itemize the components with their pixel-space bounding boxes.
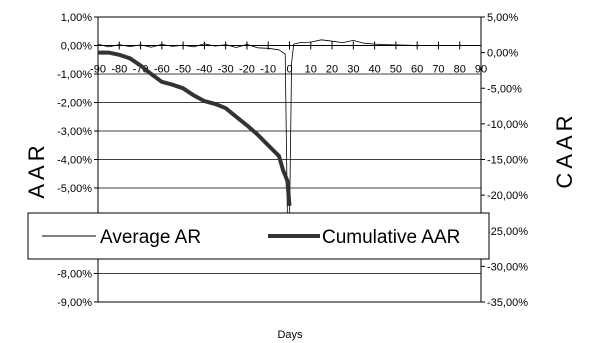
legend: Average AR Cumulative AAR bbox=[27, 212, 490, 260]
x-tick-label: -40 bbox=[196, 64, 212, 76]
left-tick-label: -4,00% bbox=[57, 155, 92, 167]
series-line-average-ar bbox=[97, 39, 418, 223]
left-tick-label: -9,00% bbox=[57, 297, 92, 309]
x-tick-label: 80 bbox=[454, 64, 466, 76]
right-tick-label: -5,00% bbox=[487, 83, 522, 95]
x-tick-label: 40 bbox=[368, 64, 380, 76]
left-tick-label: -2,00% bbox=[57, 98, 92, 110]
series-line-cumulative-aar bbox=[98, 50, 292, 206]
x-tick-label: -80 bbox=[111, 64, 127, 76]
right-tick-label: -15,00% bbox=[487, 155, 528, 167]
right-tick-label: -30,00% bbox=[487, 261, 528, 273]
x-tick-label: 10 bbox=[305, 64, 317, 76]
left-tick-label: 0,00% bbox=[61, 41, 92, 53]
x-tick-label: -30 bbox=[218, 64, 234, 76]
left-tick-label: -1,00% bbox=[57, 69, 92, 81]
legend-label-average-ar: Average AR bbox=[100, 227, 201, 248]
left-tick-label: -3,00% bbox=[57, 126, 92, 138]
right-axis-ticks: 5,00% 0,00% -5,00% -10,00% -15,00% -20,00% -25… bbox=[481, 12, 528, 309]
legend-box bbox=[27, 212, 490, 260]
right-tick-label: -25,00% bbox=[487, 226, 528, 238]
legend-label-cumulative-aar: Cumulative AAR bbox=[322, 227, 460, 248]
y-axis-title-left: AAR bbox=[24, 141, 49, 198]
right-tick-label: -20,00% bbox=[487, 190, 528, 202]
x-tick-label: -20 bbox=[239, 64, 255, 76]
x-tick-label: 50 bbox=[390, 64, 402, 76]
x-tick-label: -10 bbox=[260, 64, 276, 76]
x-tick-label: 60 bbox=[411, 64, 423, 76]
x-tick-label: 20 bbox=[326, 64, 338, 76]
left-tick-label: -5,00% bbox=[57, 183, 92, 195]
y-axis-title-right: CAAR bbox=[552, 111, 577, 188]
x-tick-label: 0 bbox=[286, 64, 292, 76]
right-tick-label: 5,00% bbox=[487, 12, 518, 24]
x-axis-title: Days bbox=[277, 329, 303, 341]
x-tick-label: -50 bbox=[175, 64, 191, 76]
x-tick-label: 90 bbox=[475, 64, 487, 76]
right-tick-label: 0,00% bbox=[487, 48, 518, 60]
x-tick-label: 70 bbox=[432, 64, 444, 76]
left-axis-ticks: 1,00% 0,00% -1,00% -2,00% -3,00% -4,00% -5,00%… bbox=[57, 12, 98, 309]
x-tick-label: 30 bbox=[347, 64, 359, 76]
right-tick-label: -35,00% bbox=[487, 297, 528, 309]
x-tick-label: -60 bbox=[154, 64, 170, 76]
right-tick-label: -10,00% bbox=[487, 119, 528, 131]
left-tick-label: -8,00% bbox=[57, 269, 92, 281]
x-tick-label: -90 bbox=[90, 64, 106, 76]
series-layer bbox=[97, 39, 418, 223]
left-tick-label: 1,00% bbox=[61, 12, 92, 24]
